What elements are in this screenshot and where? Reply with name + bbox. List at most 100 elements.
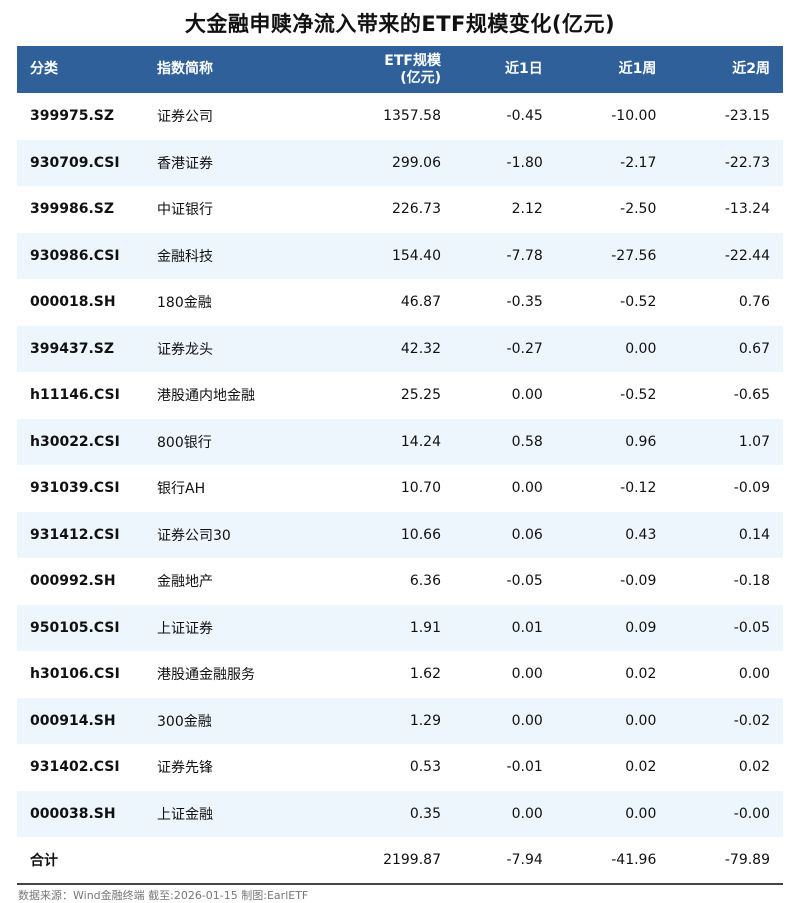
index-code-cell: 931039.CSI (30, 480, 120, 497)
etf-scale-table: 分类 指数简称 ETF规模 (亿元) 近1日 近1周 近2周 399975.SZ 证… (17, 46, 783, 884)
etf-scale-label: ETF规模 (384, 52, 441, 69)
change-1day-cell: 0.00 (511, 480, 543, 497)
etf-scale-cell: 226.73 (391, 201, 441, 218)
change-1week-cell: -0.09 (620, 573, 657, 590)
change-2week-cell: 0.02 (738, 759, 770, 776)
change-1day-cell: 0.58 (511, 433, 543, 450)
index-code-cell: 950105.CSI (30, 619, 120, 636)
index-name-cell: 银行AH (157, 481, 206, 498)
index-name-cell: 金融科技 (157, 248, 213, 265)
table-row: 931402.CSI 证券先锋 0.53 -0.01 0.02 0.02 (17, 744, 783, 791)
change-1week-cell: -0.12 (620, 480, 657, 497)
index-name-cell: 证券先锋 (157, 760, 213, 777)
change-2week-cell: 0.67 (738, 340, 770, 357)
etf-scale-cell: 10.70 (400, 480, 441, 497)
etf-scale-cell: 14.24 (400, 433, 441, 450)
etf-scale-unit: (亿元) (400, 69, 441, 86)
change-1week-cell: -2.50 (620, 201, 657, 218)
table-body: 399975.SZ 证券公司 1357.58 -0.45 -10.00 -23.15 930… (17, 93, 783, 884)
column-header-1week[interactable]: 近1周 (618, 61, 657, 77)
column-header-2week[interactable]: 近2周 (732, 61, 770, 77)
change-1day-cell: -1.80 (506, 154, 543, 171)
index-code-cell: 930986.CSI (30, 247, 120, 264)
change-1week-cell: 0.02 (625, 759, 657, 776)
table-row: 950105.CSI 上证证券 1.91 0.01 0.09 -0.05 (17, 604, 783, 651)
change-1day-cell: 0.00 (511, 805, 543, 822)
source-note: 数据来源：Wind金融终端 截至:2026-01-15 制图:EarlETF (18, 889, 309, 902)
change-2week-cell: -0.65 (733, 387, 770, 404)
total-row: 合计 2199.87 -7.94 -41.96 -79.89 (17, 837, 783, 884)
change-2week-cell: -0.09 (733, 480, 770, 497)
change-1day-cell: 0.06 (511, 526, 543, 543)
table-header-row: 分类 指数简称 ETF规模 (亿元) 近1日 近1周 近2周 (17, 46, 783, 93)
change-1day-cell: -7.94 (506, 852, 543, 869)
etf-scale-cell: 25.25 (400, 387, 441, 404)
change-2week-cell: -23.15 (724, 108, 770, 125)
index-name-cell: 中证银行 (157, 202, 213, 219)
index-code-cell: 931402.CSI (30, 759, 120, 776)
index-name-cell: 上证金融 (157, 806, 213, 823)
change-1day-cell: -0.45 (506, 108, 543, 125)
change-2week-cell: -79.89 (724, 852, 770, 869)
etf-scale-cell: 10.66 (400, 526, 441, 543)
change-1week-cell: -41.96 (611, 852, 657, 869)
table-row: h30106.CSI 港股通金融服务 1.62 0.00 0.02 0.00 (17, 651, 783, 698)
etf-scale-cell: 6.36 (409, 573, 441, 590)
table-row: 399437.SZ 证券龙头 42.32 -0.27 0.00 0.67 (17, 325, 783, 372)
change-1day-cell: -0.35 (506, 294, 543, 311)
index-name-cell: 300金融 (157, 713, 212, 730)
table-row: 930709.CSI 香港证券 299.06 -1.80 -2.17 -22.73 (17, 139, 783, 186)
change-2week-cell: 1.07 (738, 433, 770, 450)
change-1week-cell: -27.56 (611, 247, 657, 264)
change-1day-cell: 0.00 (511, 712, 543, 729)
change-1week-cell: 0.96 (625, 433, 657, 450)
index-name-cell: 800银行 (157, 434, 212, 451)
index-name-cell (144, 837, 320, 884)
index-name-cell: 证券公司 (157, 109, 213, 126)
index-name-cell: 港股通内地金融 (157, 388, 255, 405)
table-row: h30022.CSI 800银行 14.24 0.58 0.96 1.07 (17, 418, 783, 465)
index-name-cell: 金融地产 (157, 574, 213, 591)
change-1week-cell: 0.09 (625, 619, 657, 636)
table-row: 930986.CSI 金融科技 154.40 -7.78 -27.56 -22.44 (17, 232, 783, 279)
change-2week-cell: 0.14 (738, 526, 770, 543)
change-1week-cell: -0.52 (620, 294, 657, 311)
table-row: 000992.SH 金融地产 6.36 -0.05 -0.09 -0.18 (17, 558, 783, 605)
index-code-cell: 000914.SH (30, 712, 116, 729)
change-1day-cell: -7.78 (506, 247, 543, 264)
table-row: 399986.SZ 中证银行 226.73 2.12 -2.50 -13.24 (17, 186, 783, 233)
change-1week-cell: -2.17 (620, 154, 657, 171)
table-row: h11146.CSI 港股通内地金融 25.25 0.00 -0.52 -0.65 (17, 372, 783, 419)
change-2week-cell: -0.02 (733, 712, 770, 729)
change-1week-cell: 0.43 (625, 526, 657, 543)
column-header-index-name[interactable]: 指数简称 (157, 61, 213, 77)
change-2week-cell: -13.24 (724, 201, 770, 218)
index-code-cell: 399437.SZ (30, 340, 114, 357)
change-1day-cell: 2.12 (511, 201, 543, 218)
index-code-cell: 931412.CSI (30, 526, 120, 543)
etf-scale-cell: 1.62 (409, 666, 441, 683)
change-2week-cell: -0.05 (733, 619, 770, 636)
change-2week-cell: -0.00 (733, 805, 770, 822)
etf-scale-cell: 1357.58 (383, 108, 441, 125)
change-1day-cell: -0.01 (506, 759, 543, 776)
table-row: 000914.SH 300金融 1.29 0.00 0.00 -0.02 (17, 697, 783, 744)
change-1week-cell: 0.02 (625, 666, 657, 683)
etf-scale-cell: 2199.87 (383, 852, 441, 869)
column-header-1day[interactable]: 近1日 (505, 61, 543, 77)
change-1week-cell: 0.00 (625, 805, 657, 822)
change-1day-cell: -0.05 (506, 573, 543, 590)
index-code-cell: h11146.CSI (30, 387, 120, 404)
etf-scale-cell: 154.40 (391, 247, 441, 264)
index-name-cell: 180金融 (157, 295, 212, 312)
column-header-etf-scale[interactable]: ETF规模 (亿元) (320, 46, 454, 93)
change-1day-cell: -0.27 (506, 340, 543, 357)
index-name-cell: 上证证券 (157, 620, 213, 637)
change-2week-cell: 0.00 (738, 666, 770, 683)
index-code-cell: h30022.CSI (30, 433, 120, 450)
index-code-cell: 合计 (30, 853, 58, 870)
index-code-cell: 000992.SH (30, 573, 116, 590)
bottom-divider (17, 883, 783, 885)
column-header-category[interactable]: 分类 (30, 61, 58, 77)
table-row: 931412.CSI 证券公司30 10.66 0.06 0.43 0.14 (17, 511, 783, 558)
